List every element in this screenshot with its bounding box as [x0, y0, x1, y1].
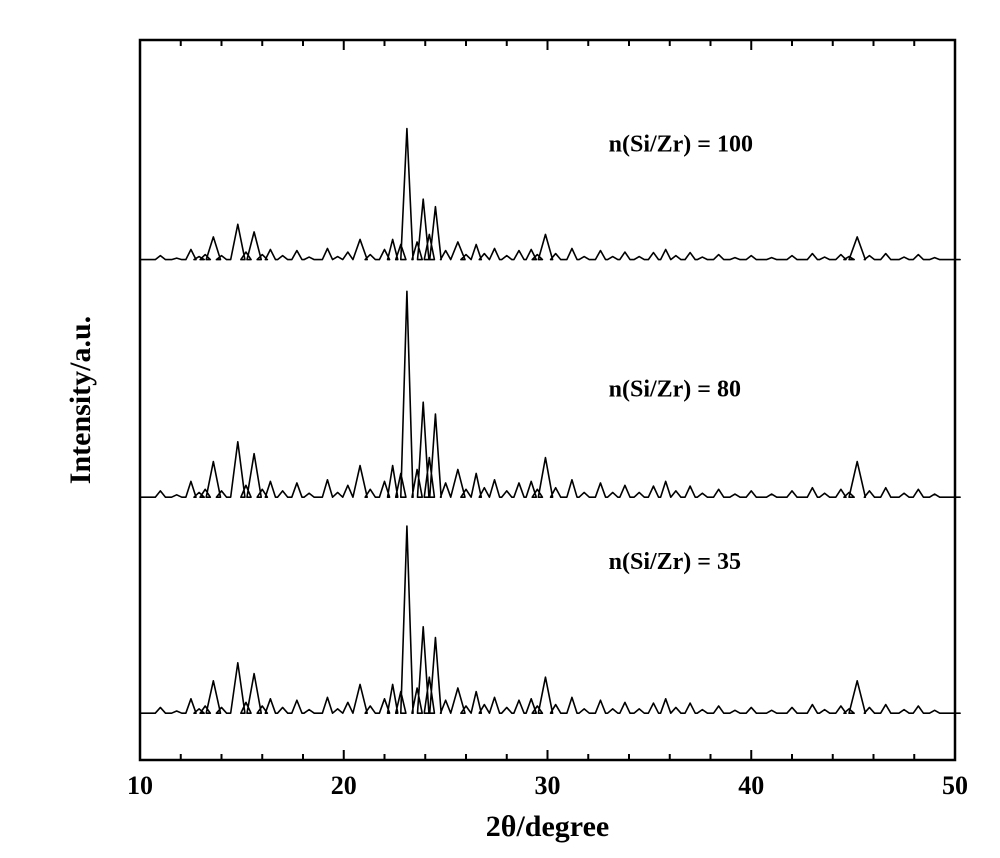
x-tick-label: 30 [535, 771, 561, 800]
series-label: n(Si/Zr) = 80 [609, 376, 741, 402]
xrd-chart: 10 20 30 40 50 2θ/degree Intensity/a.u. n(Si/Zr… [0, 0, 1000, 858]
chart-svg: 10 20 30 40 50 2θ/degree Intensity/a.u. n(Si/Zr… [0, 0, 1000, 858]
series-label: n(Si/Zr) = 35 [609, 549, 741, 575]
y-axis-label: Intensity/a.u. [64, 316, 97, 484]
x-axis-label: 2θ/degree [486, 810, 609, 843]
x-tick-label: 40 [738, 771, 764, 800]
x-tick-label: 10 [127, 771, 153, 800]
x-tick-label: 20 [331, 771, 357, 800]
series-label: n(Si/Zr) = 100 [609, 132, 753, 158]
x-tick-label: 50 [942, 771, 968, 800]
